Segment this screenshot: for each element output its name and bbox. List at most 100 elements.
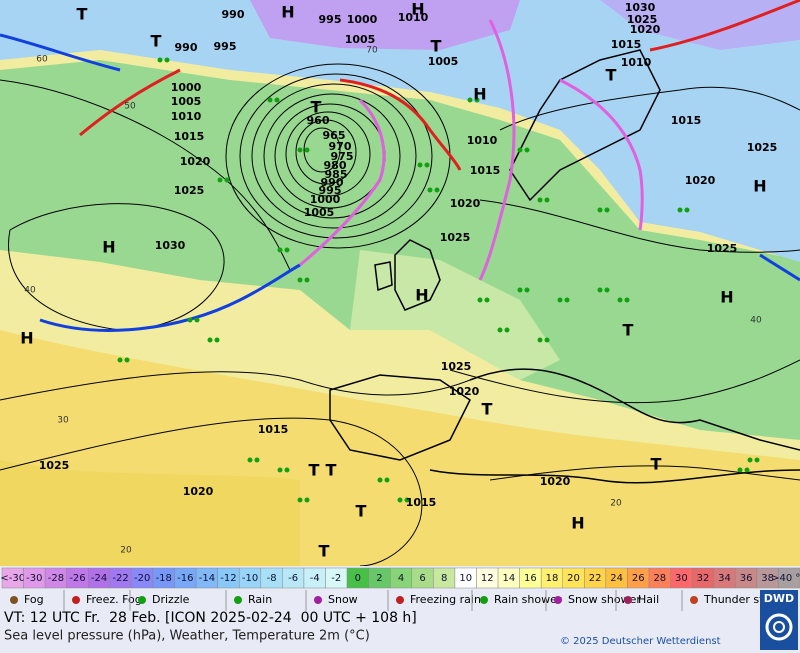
- scale-label: 28: [653, 573, 666, 584]
- rain-symbol: [297, 147, 303, 153]
- rain-symbol: [404, 497, 410, 503]
- rain-symbol: [224, 177, 230, 183]
- scale-label: 26: [632, 573, 645, 584]
- isobar-label: 990: [175, 41, 198, 54]
- isobar-label: 965: [323, 129, 346, 142]
- isobar-label: 1005: [304, 206, 335, 219]
- scale-label: -8: [267, 573, 277, 584]
- pressure-center: T: [326, 461, 337, 480]
- latitude-label: 40: [750, 316, 762, 326]
- rain-symbol: [304, 147, 310, 153]
- latitude-label: 20: [610, 499, 622, 509]
- rain-symbol: [397, 497, 403, 503]
- logo-icon: [765, 613, 793, 641]
- scale-label: -28: [48, 573, 64, 584]
- isobar-label: 990: [321, 176, 344, 189]
- scale-label: 16: [524, 573, 537, 584]
- scale-label: 4: [398, 573, 404, 584]
- scale-label: 24: [610, 573, 623, 584]
- symbol-label: Fog: [24, 593, 44, 606]
- rain-symbol: [467, 97, 473, 103]
- rain-symbol: [284, 247, 290, 253]
- rain-symbol: [247, 457, 253, 463]
- dwd-logo: DWD: [760, 590, 798, 650]
- rain-symbol: [214, 337, 220, 343]
- isobar-label: 975: [331, 150, 354, 163]
- symbol-label: Rain shower: [494, 593, 562, 606]
- scale-cell: [778, 567, 800, 589]
- pressure-center: T: [606, 66, 617, 85]
- rain-symbol: [677, 207, 683, 213]
- isobar-label: 1015: [258, 423, 289, 436]
- rain-symbol: [417, 162, 423, 168]
- scale-label: 30: [675, 573, 688, 584]
- isobar-label: 1010: [171, 110, 202, 123]
- isobar-label: 1025: [174, 184, 205, 197]
- symbol-label: Freez. Fog: [86, 593, 142, 606]
- rain-symbol: [304, 497, 310, 503]
- rain-symbol: [737, 467, 743, 473]
- isobar-label: 1025: [440, 231, 471, 244]
- latitude-label: 50: [124, 102, 136, 112]
- scale-label: -14: [199, 573, 215, 584]
- scale-label: -22: [112, 573, 128, 584]
- rain-symbol: [524, 287, 530, 293]
- isobar-label: 1015: [470, 164, 501, 177]
- symbol-icon: [396, 596, 404, 604]
- latitude-label: 70: [366, 46, 378, 56]
- isobar-label: 1015: [671, 114, 702, 127]
- isobar-label: 1010: [467, 134, 498, 147]
- scale-label: -24: [91, 573, 107, 584]
- pressure-center: T: [77, 5, 88, 24]
- latitude-label: 20: [120, 546, 132, 556]
- pressure-center: H: [281, 3, 294, 22]
- scale-label: -30: [26, 573, 42, 584]
- rain-symbol: [754, 457, 760, 463]
- very-cold-area: [600, 0, 800, 50]
- valid-time: VT: 12 UTC Fr. 28 Feb. [ICON 2025-02-24 …: [4, 610, 417, 626]
- rain-symbol: [497, 327, 503, 333]
- isobar-label: 1030: [625, 1, 656, 14]
- pressure-center: H: [571, 514, 584, 533]
- isobar-label: 985: [325, 168, 348, 181]
- rain-symbol: [557, 297, 563, 303]
- scale-label: -4: [310, 573, 320, 584]
- mild-area: [350, 250, 560, 380]
- isobar-label: 1020: [449, 385, 480, 398]
- pressure-center: H: [753, 177, 766, 196]
- rain-symbol: [604, 207, 610, 213]
- description: Sea level pressure (hPa), Weather, Tempe…: [4, 629, 370, 644]
- symbol-icon: [10, 596, 18, 604]
- scale-label: -2: [331, 573, 341, 584]
- isobar-label: 1005: [428, 55, 459, 68]
- isobar-label: 1010: [398, 11, 429, 24]
- scale-label: 0: [355, 573, 361, 584]
- symbol-icon: [72, 596, 80, 604]
- rain-symbol: [427, 187, 433, 193]
- isobar-label: 1020: [540, 475, 571, 488]
- latitude-label: 40: [24, 286, 36, 296]
- rain-symbol: [747, 457, 753, 463]
- rain-symbol: [297, 277, 303, 283]
- scale-label: -20: [134, 573, 150, 584]
- symbol-label: Freezing rain: [410, 593, 481, 606]
- isobar-label: 995: [319, 184, 342, 197]
- rain-symbol: [477, 297, 483, 303]
- symbol-icon: [624, 596, 632, 604]
- isobar-label: 1030: [155, 239, 186, 252]
- isobar-label: 1020: [685, 174, 716, 187]
- pressure-center: H: [411, 0, 424, 19]
- rain-symbol: [597, 287, 603, 293]
- rain-symbol: [377, 477, 383, 483]
- rain-symbol: [617, 297, 623, 303]
- isobar-label: 1005: [345, 33, 376, 46]
- copyright: © 2025 Deutscher Wetterdienst: [560, 636, 721, 647]
- scale-label: 6: [419, 573, 425, 584]
- rain-symbol: [684, 207, 690, 213]
- rain-symbol: [277, 467, 283, 473]
- rain-symbol: [297, 497, 303, 503]
- pressure-center: H: [720, 288, 733, 307]
- scale-label: -6: [288, 573, 298, 584]
